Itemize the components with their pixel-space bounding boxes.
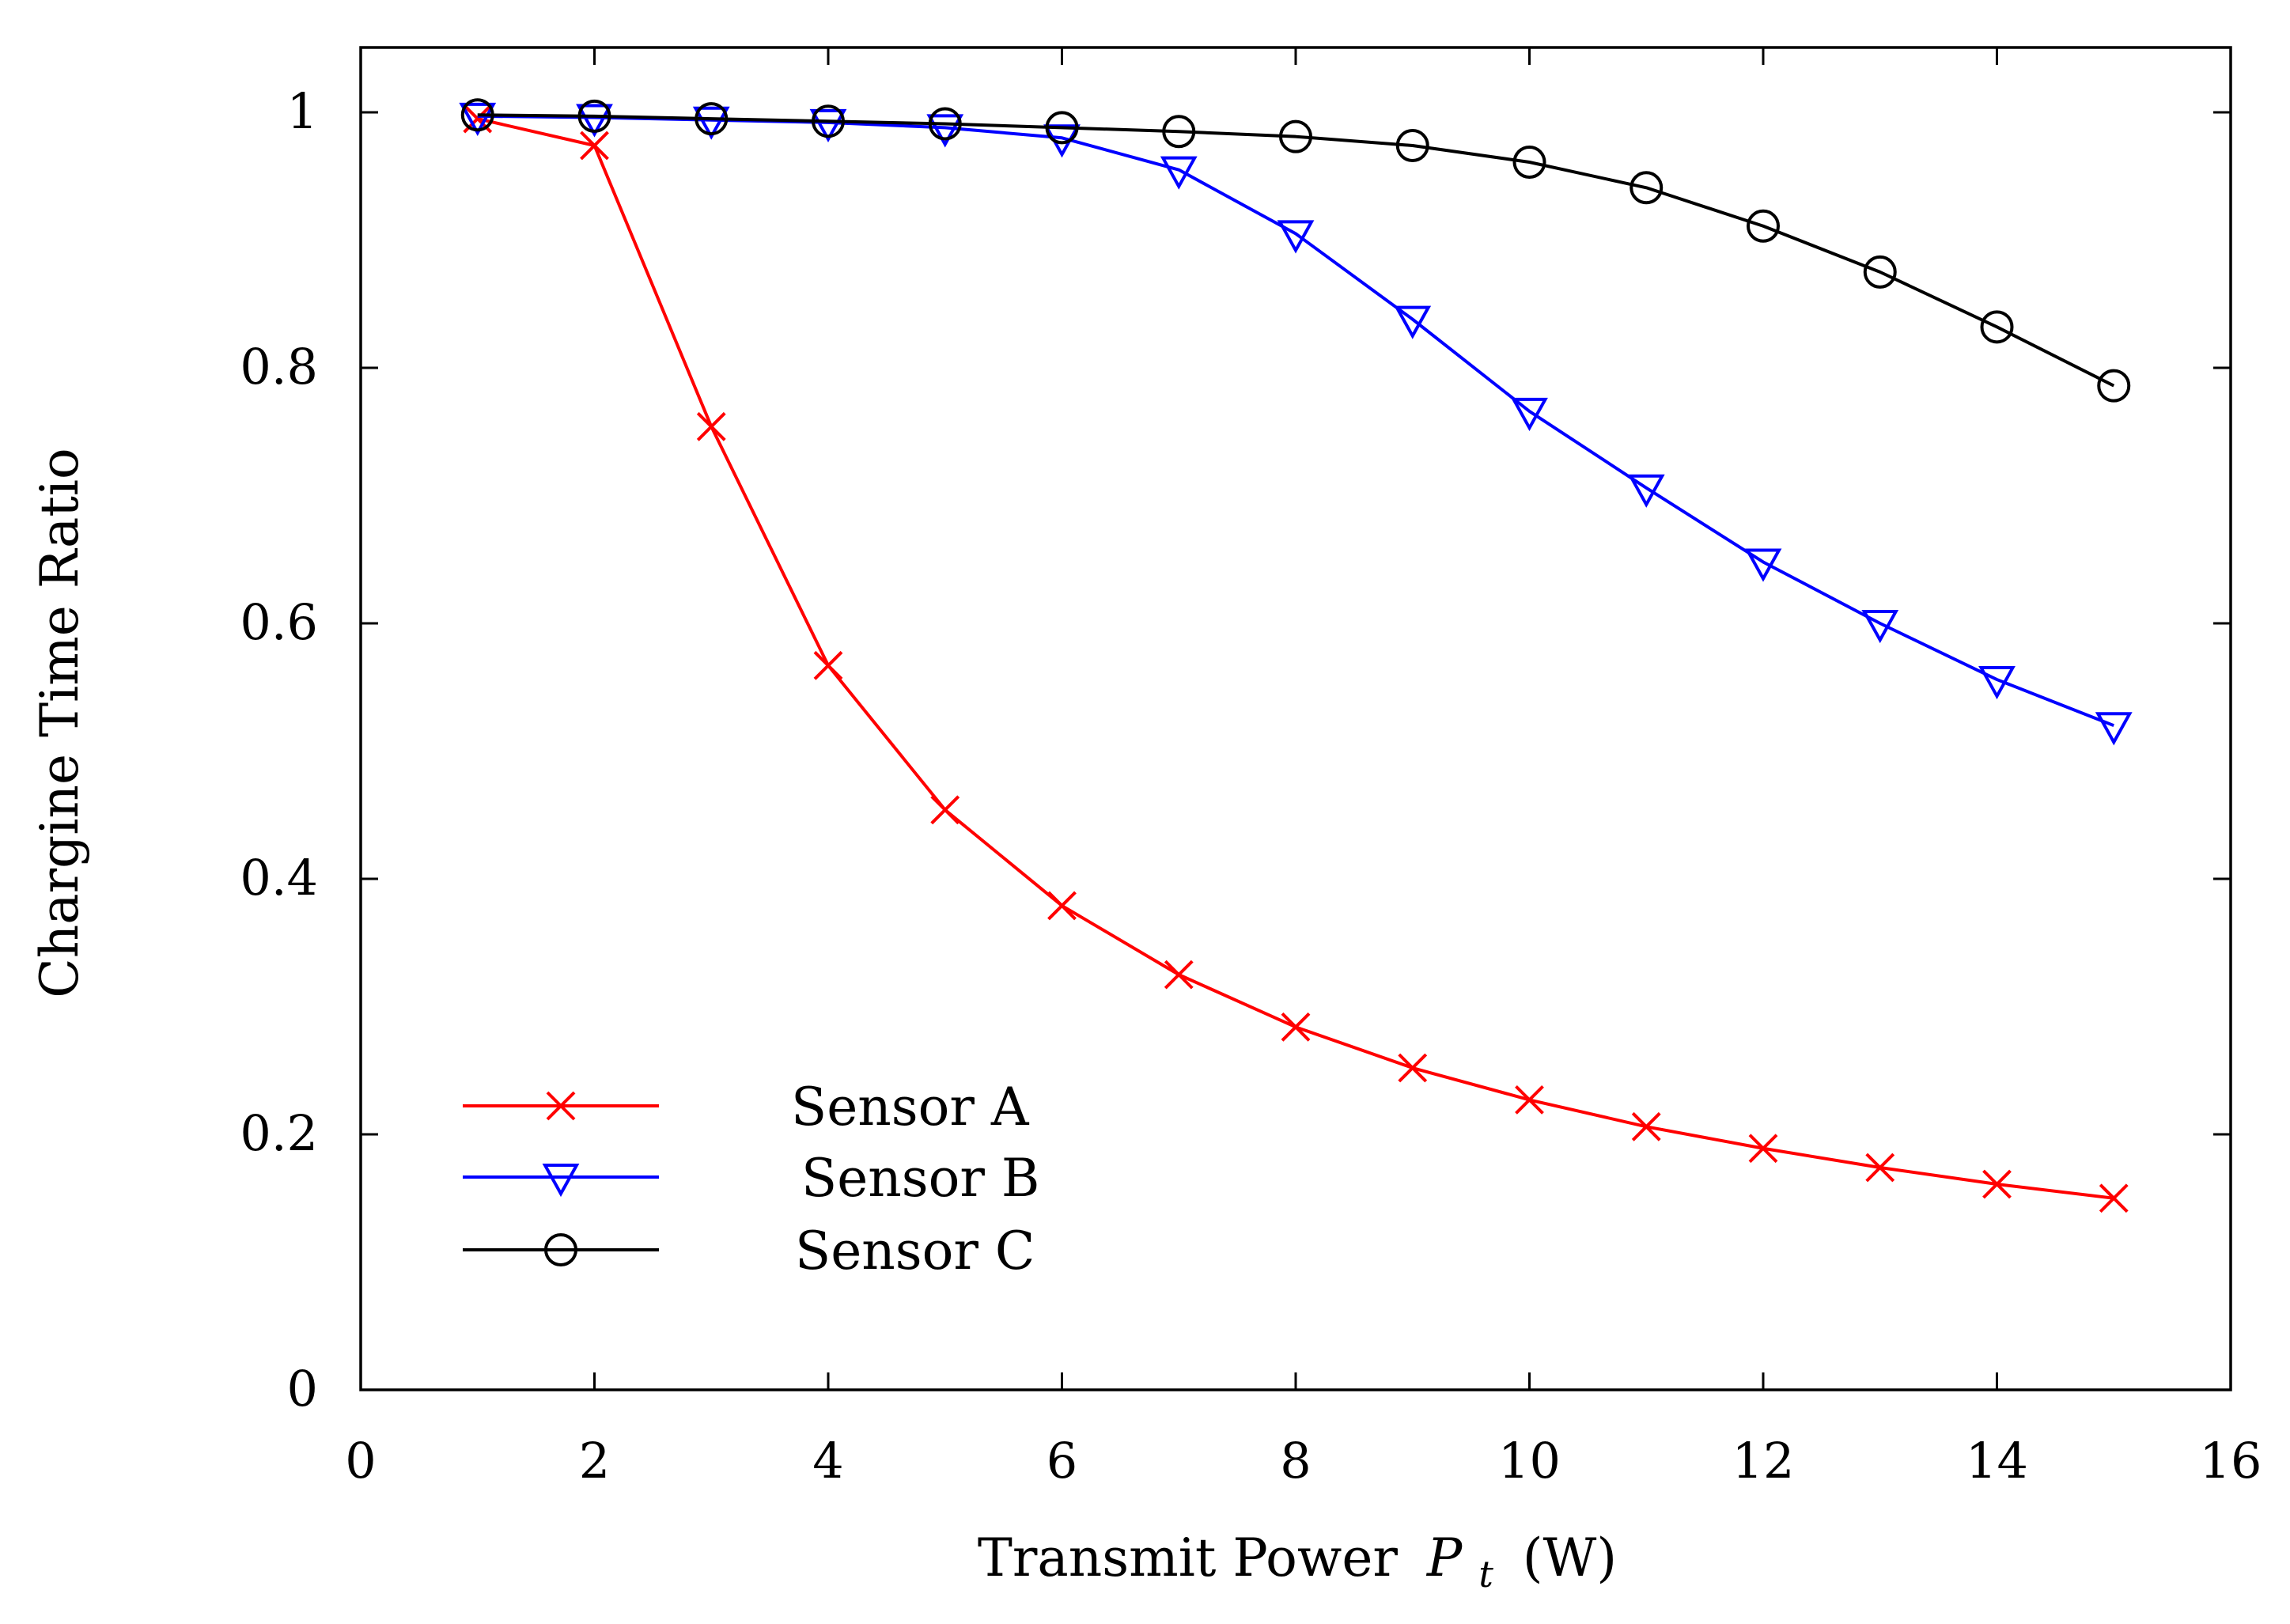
data-point bbox=[576, 104, 613, 138]
legend-label: Sensor C bbox=[795, 1221, 1035, 1281]
legend-label: Sensor B bbox=[801, 1148, 1039, 1209]
y-tick-label: 0.4 bbox=[240, 849, 318, 907]
x-tick-label: 0 bbox=[345, 1432, 376, 1490]
legend-marker bbox=[544, 1233, 577, 1266]
marker-stroke bbox=[1164, 960, 1194, 990]
x-tick-label: 6 bbox=[1047, 1432, 1077, 1490]
marker-stroke bbox=[1748, 1134, 1778, 1164]
data-point bbox=[2097, 369, 2131, 403]
data-point bbox=[696, 411, 726, 441]
y-axis-title: Chargine Time Ratio bbox=[29, 448, 90, 997]
data-point bbox=[1511, 397, 1548, 432]
data-point bbox=[692, 106, 730, 140]
marker-stroke bbox=[2099, 1183, 2129, 1213]
data-point bbox=[812, 104, 845, 138]
x-axis-title: Transmit Power P t (W) bbox=[978, 1527, 1617, 1599]
data-point bbox=[1748, 1134, 1778, 1164]
data-point bbox=[580, 131, 609, 161]
data-point bbox=[1631, 1111, 1661, 1141]
data-point bbox=[1398, 1053, 1428, 1083]
data-point bbox=[695, 102, 729, 136]
data-point bbox=[809, 108, 847, 143]
legend-marker bbox=[542, 1164, 580, 1198]
marker-stroke bbox=[813, 650, 843, 680]
data-point bbox=[1045, 111, 1079, 145]
data-point bbox=[1744, 548, 1782, 582]
data-point bbox=[926, 114, 964, 148]
data-point bbox=[1395, 128, 1429, 162]
x-tick-label: 2 bbox=[579, 1432, 610, 1490]
data-point bbox=[577, 99, 611, 133]
marker-stroke bbox=[1865, 1153, 1895, 1183]
marker-stroke bbox=[930, 795, 960, 825]
data-point bbox=[1978, 666, 2016, 700]
data-point bbox=[1162, 115, 1196, 149]
marker-stroke bbox=[1515, 1085, 1544, 1115]
data-point bbox=[1861, 610, 1899, 644]
legend-marker bbox=[546, 1091, 576, 1121]
marker-stroke bbox=[1631, 1111, 1661, 1141]
x-tick-label: 16 bbox=[2200, 1432, 2262, 1490]
y-tick-label: 0 bbox=[287, 1360, 318, 1418]
data-point bbox=[1515, 1085, 1544, 1115]
x-tick-label: 12 bbox=[1732, 1432, 1795, 1490]
y-tick-label: 0.6 bbox=[240, 593, 318, 651]
data-point bbox=[460, 98, 494, 132]
series-sensor-c bbox=[460, 98, 2131, 403]
x-tick-label: 14 bbox=[1966, 1432, 2028, 1490]
data-point bbox=[1160, 156, 1198, 190]
y-tick-label: 0.2 bbox=[240, 1104, 318, 1162]
data-point bbox=[2099, 1183, 2129, 1213]
data-point bbox=[1394, 305, 1432, 339]
series-line bbox=[477, 113, 2115, 388]
data-point bbox=[1047, 891, 1077, 921]
data-point bbox=[1982, 1169, 2012, 1199]
legend-item: Sensor C bbox=[463, 1221, 1035, 1281]
series-sensor-a bbox=[463, 104, 2129, 1213]
data-point bbox=[1629, 171, 1664, 205]
data-point bbox=[1279, 119, 1312, 153]
data-point bbox=[928, 107, 962, 141]
data-point bbox=[1863, 255, 1897, 289]
data-point bbox=[1512, 145, 1546, 179]
marker-stroke bbox=[580, 131, 609, 161]
x-tick-label: 4 bbox=[812, 1432, 843, 1490]
data-point bbox=[1277, 220, 1315, 254]
x-axis-title-unit: (W) bbox=[1523, 1527, 1617, 1588]
data-point bbox=[930, 795, 960, 825]
marker-stroke bbox=[1047, 891, 1077, 921]
data-point bbox=[1281, 1012, 1311, 1042]
data-point bbox=[459, 102, 497, 136]
x-tick-label: 10 bbox=[1498, 1432, 1561, 1490]
marker-stroke bbox=[1398, 1053, 1428, 1083]
marker-stroke bbox=[1982, 1169, 2012, 1199]
data-point bbox=[1627, 474, 1665, 508]
x-axis-title-text: Transmit Power bbox=[978, 1527, 1399, 1588]
legend-item: Sensor A bbox=[463, 1077, 1030, 1138]
marker-stroke bbox=[546, 1091, 576, 1121]
x-axis-title-subscript: t bbox=[1478, 1553, 1493, 1596]
marker-stroke bbox=[1281, 1012, 1311, 1042]
marker-stroke bbox=[696, 411, 726, 441]
data-point bbox=[2095, 712, 2133, 746]
data-point bbox=[1980, 310, 2014, 344]
legend-item: Sensor B bbox=[463, 1148, 1039, 1209]
x-tick-label: 8 bbox=[1280, 1432, 1311, 1490]
y-tick-label: 0.8 bbox=[240, 338, 318, 396]
data-point bbox=[1865, 1153, 1895, 1183]
legend-label: Sensor A bbox=[791, 1077, 1030, 1138]
data-point bbox=[1164, 960, 1194, 990]
x-axis-title-symbol: P bbox=[1426, 1527, 1463, 1588]
data-point bbox=[813, 650, 843, 680]
data-point bbox=[1747, 209, 1780, 243]
y-tick-label: 1 bbox=[287, 82, 318, 140]
